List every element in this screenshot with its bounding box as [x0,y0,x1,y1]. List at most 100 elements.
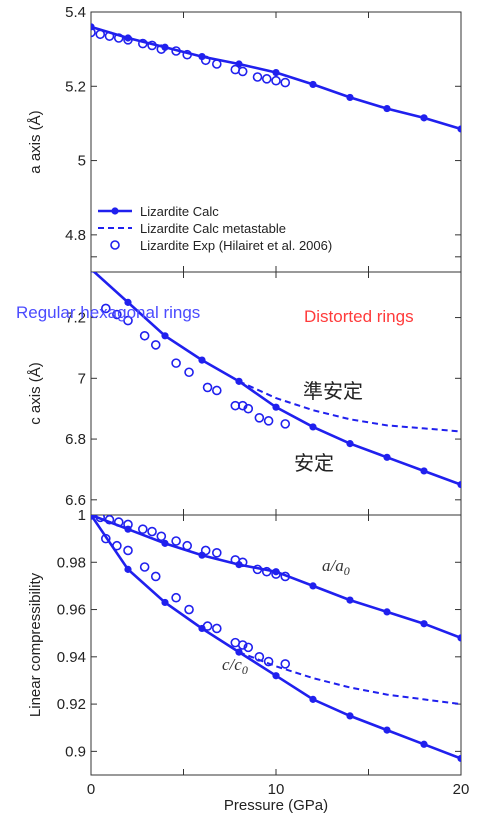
annotation-stable: 安定 [294,451,334,475]
y-axis-label: c axis (Å) [27,362,44,425]
annotation-c-ratio: c/c0 [222,655,248,677]
data-point-calc [124,565,132,573]
data-point-calc [272,68,280,77]
data-point-exp [182,540,192,551]
data-point-exp [112,540,122,551]
data-point-exp [243,403,254,414]
data-point-exp [138,38,148,49]
series-group [91,515,461,763]
data-point-exp [91,27,96,38]
panel-top: 4.855.25.4a axis (Å)Lizardite CalcLizard… [27,4,462,273]
data-point-calc [457,634,461,642]
data-point-exp [123,315,133,326]
data-point-calc [309,695,317,703]
x-tick-label: 20 [453,781,470,798]
data-point-exp [171,592,181,603]
data-point-exp [113,517,124,527]
data-point-calc [457,125,461,133]
y-tick-label: 0.94 [57,649,86,666]
y-tick-label: 5 [78,153,86,170]
data-point-calc [309,423,317,431]
data-point-calc [457,754,461,763]
annotation-a-sub: 0 [344,564,350,578]
data-point-calc [346,93,354,102]
data-point-calc [235,648,243,656]
y-tick-label: 6.6 [65,492,86,509]
data-point-calc [91,272,93,273]
data-point-calc [91,515,95,519]
data-point-calc [383,608,391,616]
data-point-exp [212,623,222,634]
data-point-calc [383,726,391,734]
legend-entry: Lizardite Calc metastable [140,221,286,236]
data-point-exp [184,604,194,615]
y-tick-label: 0.98 [57,554,86,571]
data-point-exp [237,557,248,568]
data-point-exp [202,621,213,631]
data-point-exp [212,59,222,69]
y-tick-label: 1 [78,507,86,524]
annotation-distorted-rings: Distorted rings [304,307,414,326]
data-point-exp [147,526,157,537]
panel-middle: 6.6 6.8 7 7.2 c axis (Å) Regular hexagonal ri… [16,256,462,516]
data-point-exp [139,330,150,341]
data-point-exp [254,412,265,423]
series-line-calc [92,272,461,486]
data-point-calc [198,52,206,61]
data-point-exp [237,640,248,650]
data-point-exp [171,358,181,368]
data-point-calc [420,620,428,628]
data-point-exp [156,531,167,542]
series-line-calc [91,515,461,640]
data-point-calc [309,582,317,590]
data-point-exp [147,40,157,51]
data-point-exp [280,419,291,429]
y-tick-label: 5.4 [65,4,86,21]
series-group [91,272,461,489]
data-point-exp [184,367,194,378]
data-point-exp [261,74,272,84]
y-tick-label: 6.8 [65,431,86,448]
data-point-exp [200,55,211,66]
data-point-exp [237,66,248,77]
x-tick-label: 10 [268,781,285,798]
data-point-calc [161,332,169,340]
data-point-exp [171,46,181,56]
data-point-calc [346,440,354,448]
y-axis-label: a axis (Å) [27,110,44,173]
data-point-exp [202,382,213,393]
data-point-exp [101,533,111,544]
data-point-exp [156,44,167,54]
data-point-calc [383,453,391,461]
data-point-exp [261,566,272,577]
data-point-exp [104,515,115,525]
data-point-exp [280,571,291,582]
data-point-calc [272,403,280,411]
y-tick-label: 7.2 [65,310,86,327]
data-point-exp [271,569,281,579]
legend-swatch-dot [111,207,119,215]
annotation-c-sub: 0 [242,663,248,677]
data-point-exp [95,515,106,523]
data-point-exp [212,548,222,558]
data-point-calc [420,114,428,122]
data-point-calc [124,298,132,306]
data-point-exp [123,35,133,45]
data-point-exp [212,385,222,396]
data-point-calc [161,539,169,547]
series-line-metastable [238,380,461,433]
data-point-exp [252,72,263,82]
legend-entry: Lizardite Calc [140,204,219,219]
x-axis-label: Pressure (GPa) [224,797,328,814]
data-point-calc [420,467,428,475]
data-point-calc [420,740,428,748]
data-point-exp [254,652,265,662]
data-point-calc [346,596,354,604]
data-point-exp [243,642,254,653]
data-point-calc [457,481,461,489]
y-tick-label: 0.96 [57,602,86,619]
y-tick-label: 7 [78,370,86,387]
series-line-metastable [238,651,461,706]
data-point-exp [182,49,192,60]
